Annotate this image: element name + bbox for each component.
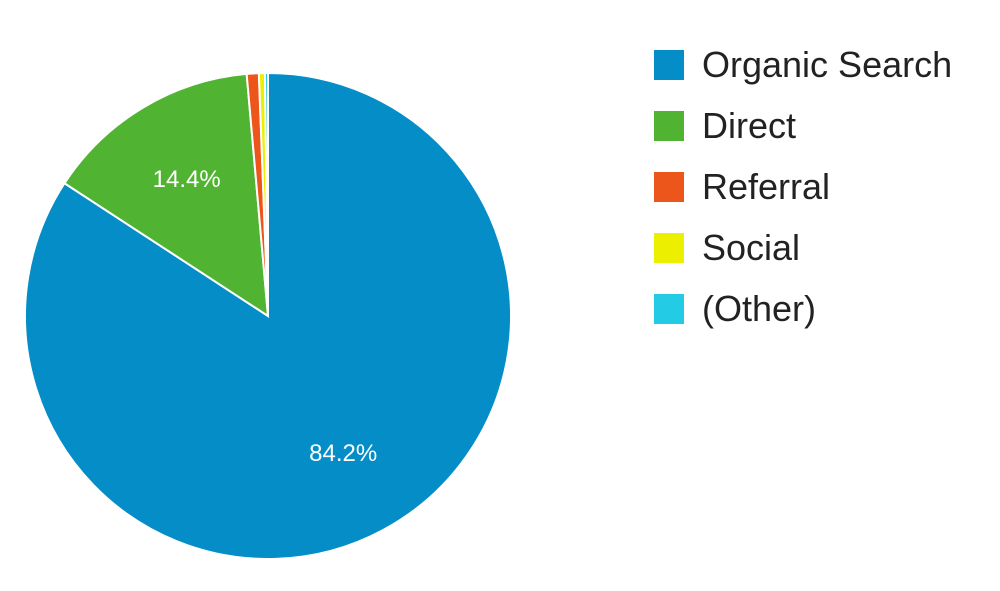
legend-swatch-direct: [654, 110, 684, 141]
legend-item-direct: Direct: [654, 95, 952, 156]
pie-slice-label-organic-search: 84.2%: [309, 440, 377, 467]
legend-item-social: Social: [654, 217, 952, 278]
legend-item-referral: Referral: [654, 156, 952, 217]
legend-label-other: (Other): [702, 287, 817, 329]
pie-slice-direct: [63, 72, 270, 318]
legend-label-direct: Direct: [702, 104, 797, 146]
legend-swatch-referral: [654, 171, 684, 202]
pie-slice-labels: 84.2% 14.4%: [153, 166, 378, 467]
pie-slice-other: [263, 71, 269, 317]
pie-slice-label-direct: 14.4%: [153, 166, 221, 193]
legend-item-organic-search: Organic Search: [654, 34, 952, 95]
legend-label-social: Social: [702, 226, 801, 268]
pie-slices: [24, 71, 512, 560]
legend-swatch-social: [654, 232, 684, 263]
legend-label-organic-search: Organic Search: [702, 43, 953, 85]
legend-swatch-organic-search: [654, 49, 684, 80]
legend-item-other: (Other): [654, 278, 952, 339]
legend-swatch-other: [654, 293, 684, 324]
legend-label-referral: Referral: [702, 165, 831, 207]
legend: Organic Search Direct Referral Social (O…: [654, 34, 952, 339]
